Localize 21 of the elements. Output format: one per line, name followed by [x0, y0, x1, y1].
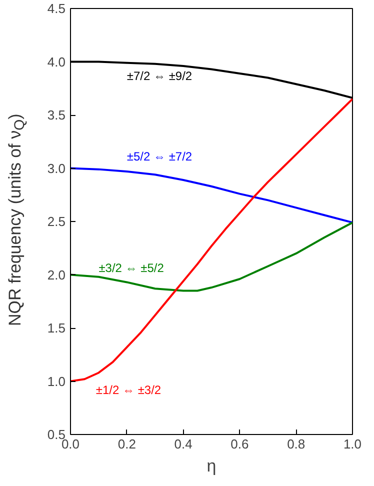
- series-label: ±5/2 ⇔ ±7/2: [126, 149, 192, 164]
- series-label: ±1/2 ⇔ ±3/2: [96, 383, 162, 398]
- y-tick-label: 2.0: [47, 267, 66, 282]
- y-tick-label: 3.5: [47, 108, 66, 122]
- y-tick-label: 4.0: [47, 54, 66, 70]
- y-tick-label: 1.5: [47, 320, 66, 336]
- line-series: [70, 98, 352, 382]
- y-tick-label: 2.5: [47, 214, 66, 229]
- y-tick-label: 3.0: [47, 160, 66, 176]
- line-series: [70, 222, 352, 292]
- x-tick-label: 0.4: [174, 436, 192, 452]
- x-tick-label: 0.8: [287, 436, 306, 452]
- y-tick-label: 4.5: [47, 1, 66, 16]
- x-tick-label: 0.2: [118, 436, 136, 452]
- x-tick-label: 1.0: [343, 436, 362, 452]
- series-label: ±7/2 ⇔ ±9/2: [126, 68, 192, 83]
- y-tick-label: 1.0: [47, 374, 66, 389]
- x-axis-title: η: [206, 456, 216, 476]
- line-series: [70, 167, 352, 224]
- x-tick-label: 0.6: [230, 436, 249, 452]
- series-label: ±3/2 ⇔ ±5/2: [98, 260, 164, 275]
